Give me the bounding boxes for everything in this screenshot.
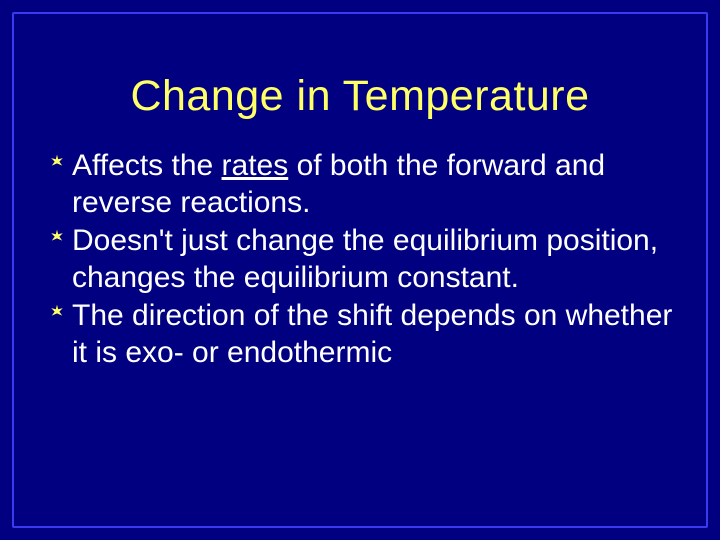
bullet-text: Affects the rates of both the forward an…	[72, 148, 676, 221]
bullet-text: Doesn't just change the equilibrium posi…	[72, 223, 676, 296]
bullet-item: Affects the rates of both the forward an…	[50, 148, 676, 221]
slide-body: Affects the rates of both the forward an…	[50, 148, 676, 374]
star-bullet-icon	[50, 229, 70, 243]
star-bullet-icon	[50, 154, 70, 168]
bullet-item: Doesn't just change the equilibrium posi…	[50, 223, 676, 296]
bullet-text-pre: Doesn't just change the equilibrium posi…	[72, 224, 658, 294]
bullet-item: The direction of the shift depends on wh…	[50, 298, 676, 371]
bullet-text: The direction of the shift depends on wh…	[72, 298, 676, 371]
bullet-text-pre: The direction of the shift depends on wh…	[72, 299, 672, 369]
bullet-text-pre: Affects the	[72, 149, 222, 182]
slide: Change in Temperature Affects the rates …	[0, 0, 720, 540]
star-bullet-icon	[50, 304, 70, 318]
bullet-text-underlined: rates	[222, 149, 289, 182]
slide-title: Change in Temperature	[0, 72, 720, 121]
